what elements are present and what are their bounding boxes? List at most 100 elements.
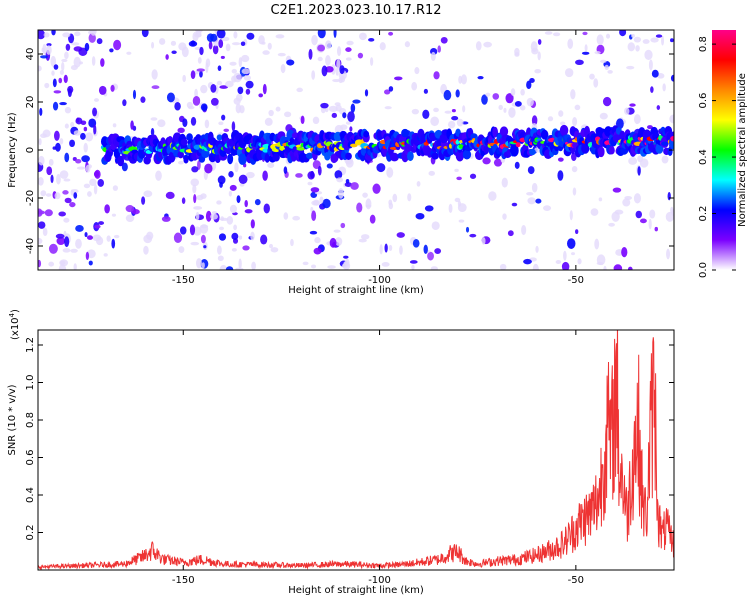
spectrogram-noise-blob [598, 197, 603, 202]
spectrogram-noise-blob [430, 51, 436, 61]
spectrogram-noise-blob [529, 78, 535, 83]
spectrogram-noise-blob [670, 38, 674, 43]
spectrogram-noise-blob [70, 189, 74, 196]
spectrogram-noise-blob [345, 179, 350, 184]
spectrogram-noise-blob [210, 33, 218, 42]
spectrogram-noise-blob [368, 37, 375, 42]
spectrogram-noise-blob [334, 102, 341, 107]
spectrogram-noise-blob [384, 243, 388, 253]
spectrogram-noise-blob [284, 111, 292, 118]
spectrogram-noise-blob [357, 52, 364, 59]
spectrogram-noise-blob [244, 199, 248, 208]
spectrogram-noise-blob [210, 97, 219, 106]
spectrogram-noise-blob [635, 45, 640, 52]
spectrogram-band-blob [604, 126, 613, 137]
spectrogram-band-blob [177, 151, 184, 159]
spectrogram-noise-blob [111, 213, 117, 217]
spectrogram-noise-blob [333, 229, 341, 233]
spectrogram-noise-blob [201, 262, 205, 269]
spectrogram-noise-blob [345, 47, 352, 52]
snr-scale-suffix: ) [10, 309, 21, 313]
spectrogram-noise-blob [182, 118, 188, 128]
colorbar-tick-label: 0.8 [698, 36, 709, 52]
spectrogram-noise-blob [218, 233, 227, 241]
spectrogram-noise-blob [412, 238, 420, 248]
spectrogram-noise-blob [238, 57, 243, 68]
spectrogram-noise-blob [582, 31, 588, 36]
spectrogram-noise-blob [63, 217, 70, 223]
spectrogram-noise-blob [267, 162, 275, 168]
spectrogram-noise-blob [508, 107, 516, 118]
spectrogram-noise-blob [416, 181, 421, 187]
spectrogram-noise-blob [62, 32, 71, 38]
spectrogram-noise-blob [195, 211, 200, 221]
spectrogram-noise-blob [39, 107, 43, 116]
spectrogram-noise-blob [317, 44, 326, 52]
spectrogram-noise-blob [182, 74, 187, 83]
spectrogram-noise-blob [250, 231, 255, 241]
spectrogram-noise-blob [53, 90, 62, 94]
figure-title: C2E1.2023.023.10.17.R12 [270, 3, 441, 18]
spectrogram-noise-blob [498, 104, 503, 111]
spectrogram-noise-blob [126, 51, 132, 55]
spectrogram-noise-blob [526, 97, 534, 107]
spectrogram-noise-blob [584, 44, 588, 52]
spectrogram-band-blob [186, 133, 193, 142]
spectrogram-noise-blob [329, 237, 337, 248]
spectrogram-noise-blob [662, 83, 666, 92]
spectrogram-noise-blob [112, 123, 117, 128]
spectrogram-noise-blob [626, 65, 635, 70]
spectrogram-noise-blob [125, 214, 135, 223]
spectrogram-noise-blob [443, 89, 452, 101]
spectrogram-noise-blob [488, 191, 497, 201]
spectrogram-noise-blob [481, 237, 486, 245]
spectrogram-noise-blob [76, 166, 86, 170]
spectrogram-noise-blob [121, 162, 128, 172]
spectrogram-noise-blob [499, 263, 507, 270]
spectrogram-noise-blob [407, 193, 412, 202]
spectrogram-noise-blob [93, 184, 98, 195]
y-tick-label: 1.2 [25, 337, 36, 353]
spectrogram-noise-blob [311, 70, 316, 80]
spectrogram-noise-blob [200, 193, 207, 199]
spectrogram-band-core [661, 141, 669, 146]
spectrogram-noise-blob [220, 55, 225, 59]
spectrogram-noise-blob [193, 206, 203, 210]
spectrogram-noise-blob [44, 209, 53, 217]
spectrogram-noise-blob [392, 193, 398, 203]
spectrogram-noise-blob [577, 258, 582, 265]
spectrogram-noise-blob [275, 34, 285, 39]
spectrogram-noise-blob [262, 50, 270, 55]
spectrogram-noise-blob [386, 167, 394, 178]
x-tick-label: -100 [368, 275, 391, 286]
x-tick-label: -50 [568, 575, 584, 586]
spectrogram-noise-blob [334, 237, 343, 246]
spectrogram-noise-blob [159, 38, 166, 45]
colorbar-label: Normalized spectral amplitude [737, 73, 748, 227]
spectrogram-noise-blob [48, 243, 58, 254]
colorbar: 0.0 0.2 0.4 0.6 0.8 Normalized spectral ampl… [698, 30, 748, 278]
spectrogram-noise-blob [73, 263, 77, 270]
spectrogram-noise-blob [594, 50, 601, 55]
spectrogram-band-blob [238, 153, 247, 165]
snr-panel: -150 -100 -50 0.2 0.4 0.6 0.8 1.0 1.2 Height of… [7, 309, 675, 596]
snr-x-label: Height of straight line (km) [288, 585, 424, 596]
spectrogram-noise-blob [151, 69, 158, 80]
spectrogram-noise-blob [388, 202, 394, 210]
spectrogram-noise-blob [200, 84, 208, 94]
spectrogram-band-blob [462, 149, 472, 160]
spectrogram-noise-blob [58, 264, 67, 270]
spectrogram-noise-blob [648, 59, 653, 71]
spectrogram-noise-blob [424, 205, 434, 212]
spectrogram-noise-blob [526, 191, 534, 196]
spectrogram-noise-blob [292, 215, 301, 221]
spectrogram-noise-blob [235, 267, 244, 270]
spectrogram-noise-blob [234, 162, 239, 173]
spectrogram-noise-blob [336, 58, 341, 70]
spectrogram-band-blob [117, 155, 125, 167]
spectrogram-noise-blob [381, 262, 390, 267]
spectrogram-noise-blob [191, 166, 199, 173]
spectrogram-noise-blob [350, 103, 356, 113]
spectrogram-noise-blob [220, 216, 224, 222]
spectrogram-noise-blob [603, 265, 607, 270]
